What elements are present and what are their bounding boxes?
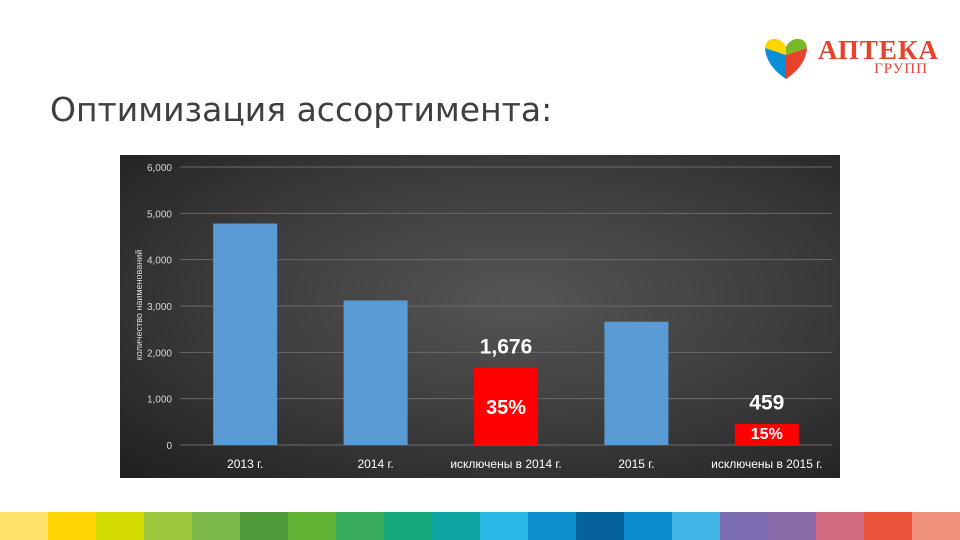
y-tick-label: 6,000	[147, 163, 172, 174]
strip-segment	[480, 512, 528, 540]
strip-segment	[768, 512, 816, 540]
strip-segment	[0, 512, 48, 540]
x-tick-label: 2013 г.	[227, 457, 263, 471]
logo-name: АПТЕКА	[818, 35, 939, 65]
x-tick-label: исключены в 2014 г.	[450, 457, 561, 471]
strip-segment	[432, 512, 480, 540]
bar-chart: 0 1,000 2,000 3,000 4,000 5,000 6,000 количеств…	[134, 163, 832, 471]
strip-segment	[672, 512, 720, 540]
y-tick-label: 0	[166, 441, 172, 452]
strip-segment	[816, 512, 864, 540]
strip-segment	[336, 512, 384, 540]
strip-segment	[240, 512, 288, 540]
strip-segment	[144, 512, 192, 540]
x-tick-label: 2015 г.	[618, 457, 654, 471]
data-label: 459	[749, 392, 784, 415]
strip-segment	[384, 512, 432, 540]
data-bar	[213, 223, 278, 445]
y-tick-label: 5,000	[147, 209, 172, 220]
strip-segment	[288, 512, 336, 540]
percent-label: 35%	[486, 397, 526, 419]
strip-segment	[528, 512, 576, 540]
data-bar	[343, 300, 408, 445]
y-tick-label: 4,000	[147, 256, 172, 267]
highlight-bar	[474, 367, 538, 445]
y-tick-label: 1,000	[147, 395, 172, 406]
page-title: Оптимизация ассортимента:	[50, 90, 553, 129]
strip-segment	[720, 512, 768, 540]
heart-logo-icon	[765, 38, 807, 79]
highlight-bar	[734, 423, 799, 445]
y-tick-label: 3,000	[147, 302, 172, 313]
data-label: 1,676	[480, 335, 533, 358]
strip-segment	[864, 512, 912, 540]
logo-subtitle: ГРУПП	[874, 61, 928, 77]
footer-color-strip	[0, 512, 960, 540]
x-tick-label: исключены в 2015 г.	[711, 457, 822, 471]
percent-label: 15%	[751, 426, 783, 443]
x-tick-label: 2014 г.	[357, 457, 393, 471]
data-bar	[604, 321, 669, 445]
y-axis-title: количество наименований	[134, 250, 144, 361]
strip-segment	[96, 512, 144, 540]
strip-segment	[912, 512, 960, 540]
brand-logo: АПТЕКА ГРУПП	[762, 33, 938, 85]
strip-segment	[192, 512, 240, 540]
strip-segment	[48, 512, 96, 540]
strip-segment	[576, 512, 624, 540]
y-tick-label: 2,000	[147, 348, 172, 359]
chart-area: 0 1,000 2,000 3,000 4,000 5,000 6,000 количеств…	[120, 155, 840, 478]
strip-segment	[624, 512, 672, 540]
